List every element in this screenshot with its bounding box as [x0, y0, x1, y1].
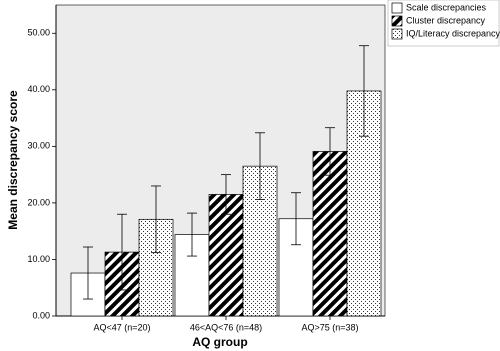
- error-bar: [255, 132, 265, 200]
- y-tick-label: 0.00: [32, 310, 50, 320]
- x-tick-label: AQ>75 (n=38): [301, 322, 358, 332]
- bar: [312, 151, 348, 317]
- y-axis-title: Mean discrepancy score: [6, 90, 20, 230]
- error-bar: [187, 212, 197, 257]
- x-axis-title: AQ group: [192, 335, 247, 349]
- bar: [208, 194, 244, 317]
- error-bar: [325, 127, 335, 176]
- legend-swatch: [391, 2, 403, 14]
- legend-swatch: [391, 28, 403, 40]
- error-bar: [151, 185, 161, 254]
- y-tick-label: 30.00: [27, 141, 50, 151]
- legend-label: Cluster discrepancy: [406, 15, 486, 25]
- error-bar: [221, 174, 231, 215]
- x-tick-label: AQ<47 (n=20): [93, 322, 150, 332]
- error-bar: [83, 246, 93, 300]
- legend-label: Scale discrepancies: [406, 2, 487, 12]
- y-tick-label: 10.00: [27, 254, 50, 264]
- y-tick-label: 50.00: [27, 28, 50, 38]
- y-tick-label: 20.00: [27, 197, 50, 207]
- y-tick-label: 40.00: [27, 84, 50, 94]
- x-tick-label: 46<AQ<76 (n=48): [190, 322, 262, 332]
- error-bar: [359, 45, 369, 137]
- legend-label: IQ/Literacy discrepancy: [406, 28, 500, 38]
- legend-swatch: [391, 15, 403, 27]
- error-bar: [117, 213, 127, 291]
- error-bar: [291, 192, 301, 246]
- legend-box: [387, 0, 500, 47]
